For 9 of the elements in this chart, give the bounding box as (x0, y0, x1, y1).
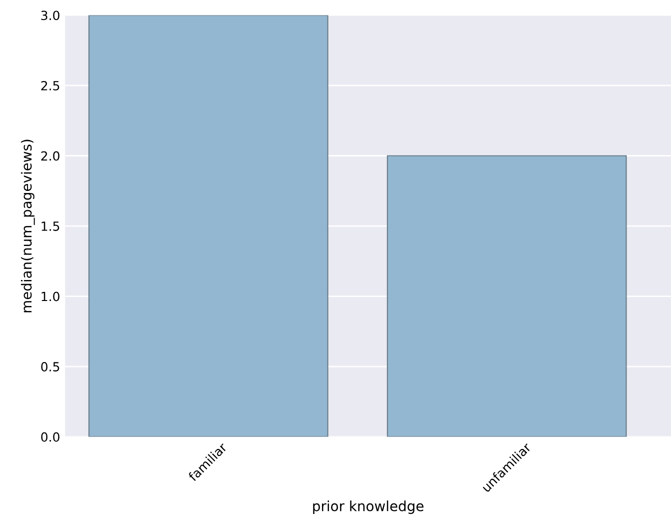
y-tick-label: 2.0 (41, 151, 60, 161)
y-tick-label: 3.0 (41, 10, 60, 20)
y-tick-label: 0.0 (41, 432, 60, 442)
y-tick-label: 1.5 (42, 222, 60, 231)
y-axis-title: median(num_pageviews) (20, 140, 35, 312)
y-tick-label: 0.5 (41, 362, 60, 372)
y-tick-label: 2.5 (41, 80, 60, 90)
x-axis-title: prior knowledge (313, 500, 424, 514)
y-tick-label: 1.0 (42, 292, 60, 302)
